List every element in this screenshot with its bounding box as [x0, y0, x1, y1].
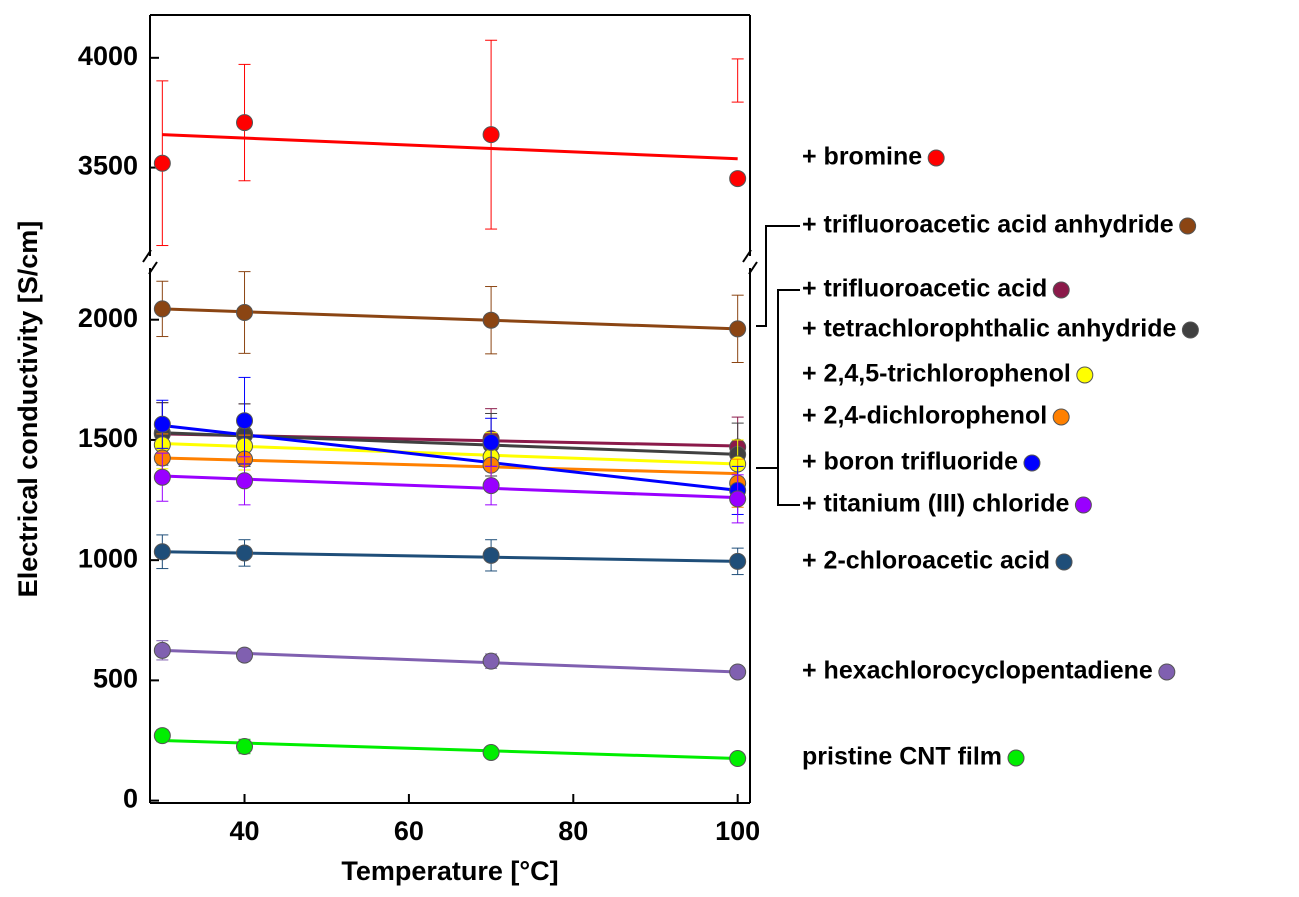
data-point [482, 744, 500, 762]
fit-line [162, 307, 738, 331]
data-point [153, 300, 171, 318]
data-point [236, 472, 254, 490]
data-point [236, 737, 254, 755]
legend-marker [1055, 553, 1073, 571]
legend-marker [1052, 408, 1070, 426]
legend-label: + boron trifluoride [802, 448, 1018, 476]
fit-line [162, 738, 738, 761]
y-tick-label: 0 [123, 784, 138, 814]
legend-marker [1074, 496, 1092, 514]
legend-label: + hexachlorocyclopentadiene [802, 657, 1153, 685]
data-point [482, 477, 500, 495]
data-point [236, 114, 254, 132]
data-point [729, 552, 747, 570]
data-point [482, 433, 500, 451]
data-point [729, 490, 747, 508]
x-tick-label: 100 [715, 816, 760, 846]
fit-line [162, 474, 738, 500]
data-point [729, 750, 747, 768]
legend-label: + 2,4,5-trichlorophenol [802, 360, 1071, 388]
fit-line [162, 456, 738, 476]
legend-label: + trifluoroacetic acid anhydride [802, 211, 1174, 239]
data-point [153, 641, 171, 659]
x-tick-label: 40 [229, 816, 259, 846]
data-point [729, 320, 747, 338]
legend-marker [1007, 749, 1025, 767]
data-point [482, 311, 500, 329]
frame [142, 14, 758, 804]
y-tick-label: 2000 [78, 303, 138, 333]
data-point [482, 652, 500, 670]
data-point [236, 303, 254, 321]
fit-line [162, 133, 738, 161]
legend-label: + 2,4-dichlorophenol [802, 402, 1047, 430]
data-point [153, 415, 171, 433]
legend-label: + 2-chloroacetic acid [802, 547, 1050, 575]
legend-label: + trifluoroacetic acid [802, 275, 1047, 303]
data-point [153, 154, 171, 172]
fit-line [162, 550, 738, 563]
data-point [236, 544, 254, 562]
x-tick-label: 80 [558, 816, 588, 846]
data-point [236, 412, 254, 430]
legend-label: pristine CNT film [802, 743, 1002, 771]
y-tick-label: 3500 [78, 151, 138, 181]
legend-brackets [756, 225, 800, 506]
data-point [482, 546, 500, 564]
x-axis-label: Temperature [°C] [341, 856, 558, 886]
data-point [153, 543, 171, 561]
x-tick-label: 60 [394, 816, 424, 846]
fit-line [162, 648, 738, 674]
legend-label: + bromine [802, 143, 922, 171]
data-point [482, 126, 500, 144]
legend-label: + tetrachlorophthalic anhydride [802, 315, 1176, 343]
legend-marker [1181, 321, 1199, 339]
legend-marker [1052, 281, 1070, 299]
fit-line [162, 442, 738, 466]
data-point [153, 468, 171, 486]
data-point [729, 170, 747, 188]
y-tick-label: 1000 [78, 543, 138, 573]
legend-marker [1076, 366, 1094, 384]
y-tick-label: 4000 [78, 41, 138, 71]
legend-marker [927, 149, 945, 167]
data-point [236, 646, 254, 664]
y-tick-label: 1500 [78, 423, 138, 453]
data-point [153, 727, 171, 745]
fit-line [162, 424, 738, 492]
legend-marker [1179, 217, 1197, 235]
y-axis-label: Electrical conductivity [S/cm] [13, 221, 43, 598]
data-point [729, 663, 747, 681]
legend-label: + titanium (III) chloride [802, 490, 1069, 518]
legend-marker [1023, 454, 1041, 472]
legend-marker [1158, 663, 1176, 681]
y-tick-label: 500 [93, 663, 138, 693]
